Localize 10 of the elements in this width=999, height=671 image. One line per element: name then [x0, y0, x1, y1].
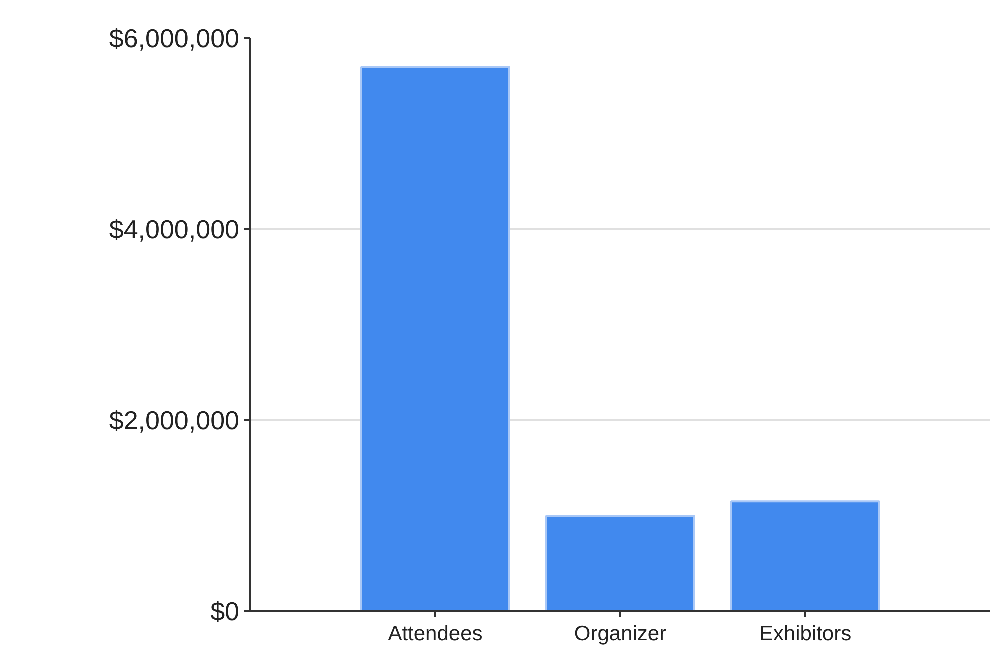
y-tick-label: $0	[210, 596, 240, 626]
bar	[360, 66, 510, 612]
x-tick-label: Organizer	[574, 622, 667, 646]
bar	[730, 500, 880, 612]
x-tick-label: Exhibitors	[759, 622, 852, 646]
y-tick-label: $4,000,000	[109, 214, 240, 244]
x-tick-label: Attendees	[388, 622, 483, 646]
y-tick-label: $6,000,000	[109, 24, 240, 54]
bar	[546, 515, 696, 612]
y-tick-label: $2,000,000	[109, 406, 240, 436]
